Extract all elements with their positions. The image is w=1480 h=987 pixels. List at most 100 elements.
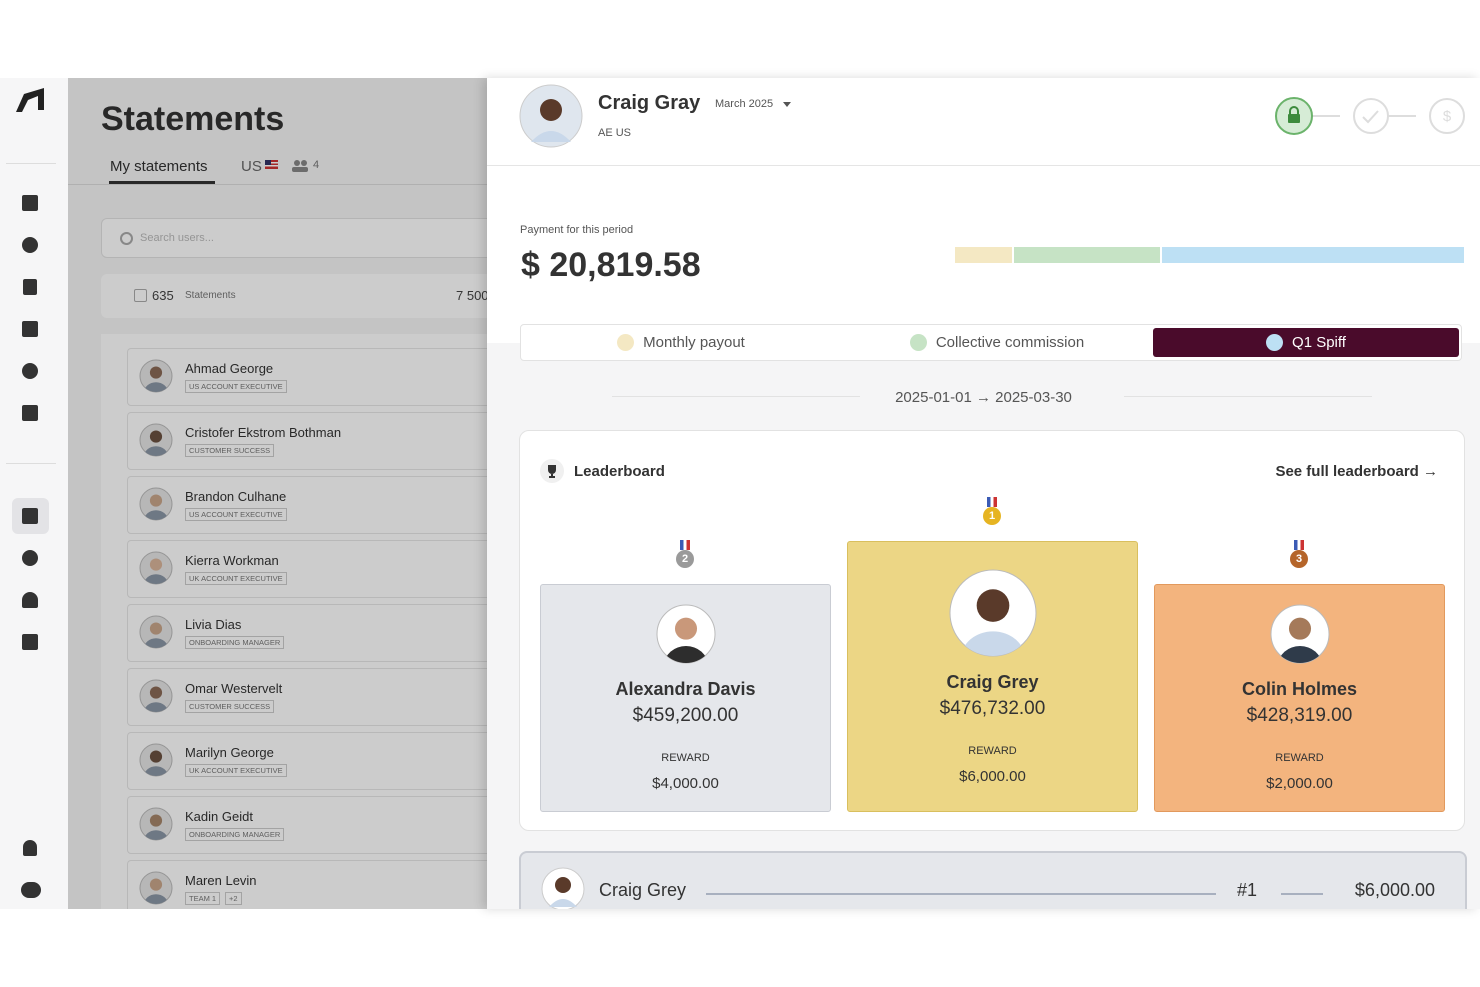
payment-bar-segment (1014, 247, 1160, 263)
avatar-image (949, 569, 1037, 657)
user-row[interactable]: Marilyn George UK ACCOUNT EXECUTIVE (127, 732, 487, 790)
nav-tables[interactable] (22, 634, 38, 650)
user-row[interactable]: Kierra Workman UK ACCOUNT EXECUTIVE (127, 540, 487, 598)
user-name: Kadin Geidt (185, 809, 253, 824)
search-icon (120, 232, 133, 245)
podium-amount: $459,200.00 (632, 705, 739, 726)
user-name: Marilyn George (185, 745, 274, 760)
user-name: Omar Westervelt (185, 681, 283, 696)
avatar (949, 569, 1037, 657)
podium-name: Craig Grey (946, 672, 1039, 692)
plan-tab-label: Q1 Spiff (1292, 334, 1346, 351)
podium-name: Alexandra Davis (615, 679, 756, 699)
avatar (139, 743, 173, 777)
profile-team: AE US (598, 127, 632, 139)
payment-amount: $ 20,819.58 (521, 246, 701, 284)
status-stepper: $ (1275, 97, 1465, 135)
nav-plans[interactable] (22, 508, 38, 524)
user-row[interactable]: Cristofer Ekstrom Bothman CUSTOMER SUCCES… (127, 412, 487, 470)
count-label: Statements (185, 290, 236, 301)
user-row[interactable]: Ahmad George US ACCOUNT EXECUTIVE (127, 348, 487, 406)
overlay[interactable] (68, 78, 487, 909)
current-reward: $6,000.00 (1354, 880, 1435, 900)
search-box[interactable]: Search users... (101, 218, 487, 258)
avatar-image (1270, 604, 1330, 664)
user-role: ONBOARDING MANAGER (185, 636, 285, 649)
leaderboard-link[interactable]: See full leaderboard → (1275, 463, 1438, 480)
medal-ribbon (987, 497, 997, 507)
current-name: Craig Grey (599, 880, 687, 900)
podium-reward: $2,000.00 (1266, 775, 1333, 792)
flag (265, 160, 278, 169)
current-rank: #1 (1237, 880, 1258, 900)
user-name: Ahmad George (185, 361, 274, 376)
current-avatar (541, 867, 585, 909)
payment-bar-segment (1162, 247, 1464, 263)
nav-edit[interactable] (22, 405, 38, 421)
nav-chat[interactable] (22, 237, 38, 253)
nav-notifications[interactable] (23, 840, 37, 856)
medal: 2 (675, 540, 695, 570)
tab[interactable]: My statements (110, 158, 208, 175)
nav-charts[interactable] (22, 321, 38, 337)
medal-rank: 3 (1290, 550, 1308, 568)
total: 7 500 (456, 288, 487, 303)
logo (16, 88, 44, 112)
plan-dot (909, 334, 927, 351)
user-row[interactable]: Omar Westervelt CUSTOMER SUCCESS (127, 668, 487, 726)
avatar-image (139, 679, 173, 713)
reward-label: REWARD (661, 752, 710, 764)
avatar (139, 807, 173, 841)
user-name: Kierra Workman (185, 553, 279, 568)
user-row[interactable]: Kadin Geidt ONBOARDING MANAGER (127, 796, 487, 854)
user-role: UK ACCOUNT EXECUTIVE (185, 572, 287, 585)
podium-name: Colin Holmes (1241, 679, 1357, 699)
profile-name: Craig Gray (598, 92, 701, 114)
caret (783, 102, 791, 107)
user-row[interactable]: Livia Dias ONBOARDING MANAGER (127, 604, 487, 662)
list-header: 635 Statements 7 500 (101, 274, 487, 318)
podium-card: Colin Holmes $428,319.00 REWARD $2,000.00 (1154, 584, 1445, 812)
divider (487, 165, 1480, 166)
checkbox[interactable] (134, 289, 147, 302)
podium-card: Craig Grey $476,732.00 REWARD $6,000.00 (847, 541, 1138, 812)
nav-dashboard[interactable] (22, 195, 38, 211)
divider (6, 463, 56, 464)
medal-rank: 2 (676, 550, 694, 568)
tab[interactable]: US (241, 158, 262, 175)
nav-upload[interactable] (21, 882, 41, 898)
avatar-image (139, 615, 173, 649)
search-placeholder: Search users... (140, 232, 214, 244)
user-role: CUSTOMER SUCCESS (185, 700, 275, 713)
user-name: Livia Dias (185, 617, 242, 632)
avatar-image (139, 359, 173, 393)
plan-tab[interactable]: Q1 Spiff (1153, 328, 1459, 357)
podium-reward: $4,000.00 (652, 775, 719, 792)
plan-tabs: Monthly payout Collective commission Q1 Sp… (520, 324, 1462, 361)
reward-label: REWARD (968, 745, 1017, 757)
podium-card: Alexandra Davis $459,200.00 REWARD $4,000.0… (540, 584, 831, 812)
leaderboard-title: Leaderboard (574, 463, 665, 480)
user-row[interactable]: Brandon Culhane US ACCOUNT EXECUTIVE (127, 476, 487, 534)
avatar-image (656, 604, 716, 664)
leader-line (706, 893, 1216, 895)
leaderboard-card: Leaderboard See full leaderboard → 2 Alex… (519, 430, 1465, 831)
user-role: CUSTOMER SUCCESS (185, 444, 275, 457)
podium-reward: $6,000.00 (959, 768, 1026, 785)
nav-users[interactable] (22, 592, 38, 608)
payment-bar-segment (955, 247, 1012, 263)
medal-rank: 1 (983, 507, 1001, 525)
avatar-image (139, 423, 173, 457)
avatar (139, 679, 173, 713)
nav-targets[interactable] (22, 550, 38, 566)
leader-line (1281, 893, 1323, 895)
nav-statements[interactable] (23, 279, 37, 295)
plan-tab[interactable]: Collective commission (841, 325, 1153, 360)
user-row[interactable]: Maren Levin TEAM 1 +2 (127, 860, 487, 909)
nav-pie[interactable] (22, 363, 38, 379)
svg-text:$: $ (1443, 108, 1452, 125)
user-role: UK ACCOUNT EXECUTIVE (185, 764, 287, 777)
plan-tab[interactable]: Monthly payout (521, 325, 841, 360)
period-select[interactable]: March 2025 (715, 98, 774, 110)
